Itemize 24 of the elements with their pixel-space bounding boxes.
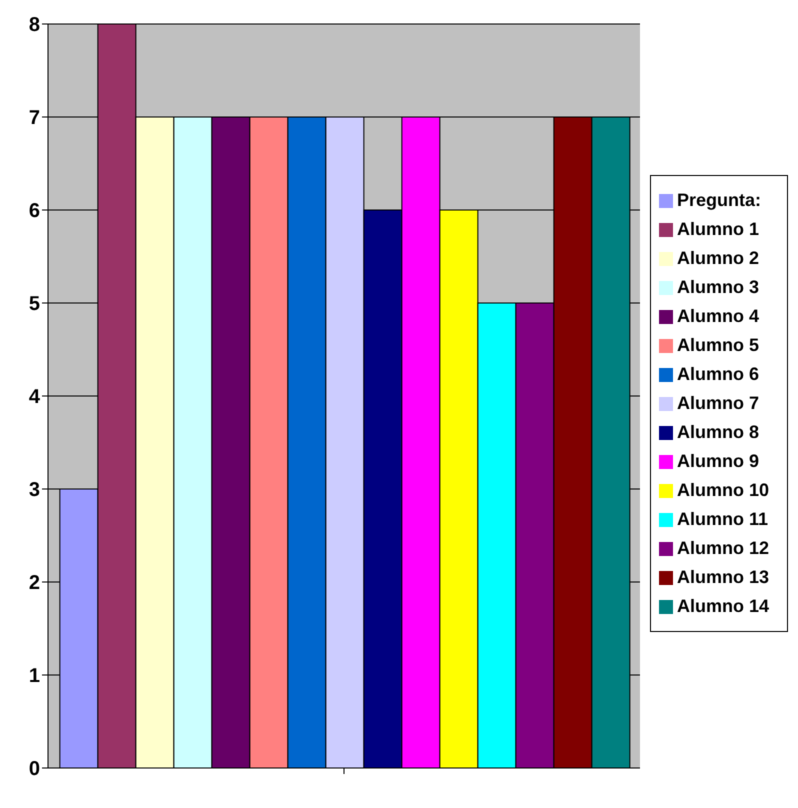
y-tick-label: 1 — [28, 665, 40, 688]
legend-label: Alumno 3 — [676, 276, 759, 296]
legend-label: Alumno 2 — [676, 248, 759, 268]
legend-label: Alumno 7 — [676, 392, 759, 412]
legend-label: Pregunta: — [676, 190, 761, 210]
legend-label: Alumno 14 — [676, 596, 769, 616]
y-tick-label: 2 — [28, 572, 40, 594]
legend-label: Alumno 4 — [676, 306, 759, 326]
legend-label: Alumno 6 — [676, 364, 759, 384]
legend-label: Alumno 12 — [676, 538, 769, 558]
legend-label: Alumno 5 — [676, 334, 759, 354]
y-tick-label: 4 — [28, 386, 41, 408]
y-tick-label: 7 — [28, 107, 40, 130]
y-tick-label: 5 — [28, 293, 40, 316]
legend-label: Alumno 1 — [676, 218, 759, 238]
y-tick-label: 3 — [28, 479, 40, 502]
y-tick-label: 0 — [28, 758, 40, 780]
y-tick-label: 6 — [28, 200, 40, 222]
legend-label: Alumno 9 — [676, 450, 759, 470]
legend-label: Alumno 8 — [676, 422, 759, 442]
legend-label: Alumno 11 — [676, 508, 768, 528]
legend-label: Alumno 10 — [676, 480, 769, 500]
legend-label: Alumno 13 — [676, 566, 769, 586]
y-tick-label: 8 — [28, 14, 40, 36]
